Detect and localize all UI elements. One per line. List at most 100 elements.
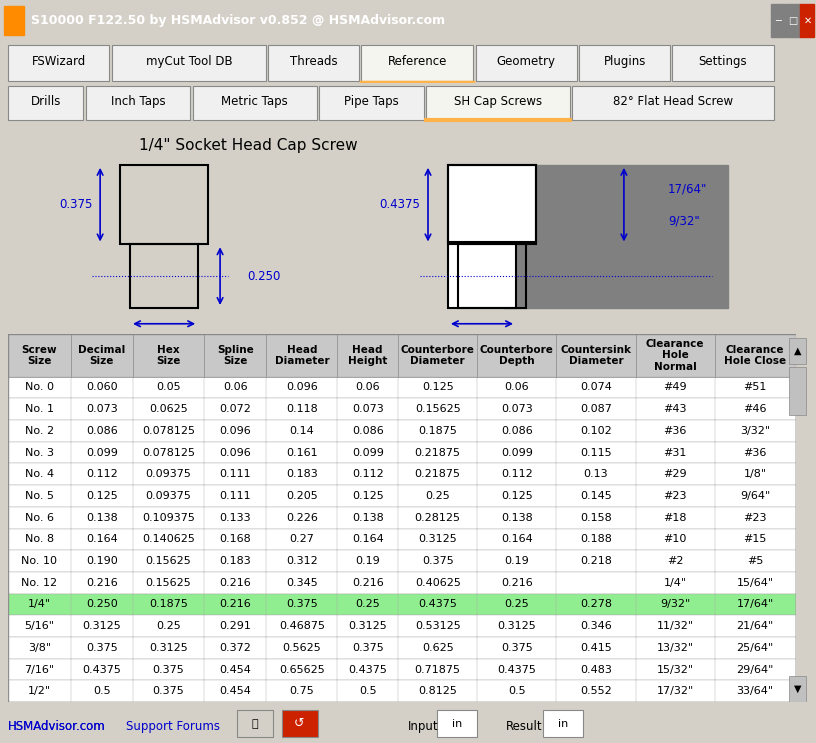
Text: 0.112: 0.112 xyxy=(86,470,118,479)
Text: 0.125: 0.125 xyxy=(86,491,118,501)
Text: 0.1875: 0.1875 xyxy=(149,600,188,609)
Text: 0.0625: 0.0625 xyxy=(149,404,188,414)
Text: 🌐: 🌐 xyxy=(251,718,258,729)
FancyBboxPatch shape xyxy=(193,86,317,120)
Bar xyxy=(789,676,805,702)
Text: 17/64": 17/64" xyxy=(668,182,707,195)
Text: 0.25: 0.25 xyxy=(156,621,181,632)
Text: 0.06: 0.06 xyxy=(223,383,247,392)
Text: Metric Taps: Metric Taps xyxy=(221,95,288,108)
Text: □: □ xyxy=(788,16,797,26)
Text: S10000 F122.50 by HSMAdvisor v0.852 @ HSMAdvisor.com: S10000 F122.50 by HSMAdvisor v0.852 @ HS… xyxy=(31,14,446,27)
FancyBboxPatch shape xyxy=(86,86,190,120)
Bar xyxy=(789,368,805,415)
Text: No. 5: No. 5 xyxy=(25,491,54,501)
Text: 0.164: 0.164 xyxy=(86,534,118,545)
Text: SH Cap Screws: SH Cap Screws xyxy=(454,95,542,108)
Text: #46: #46 xyxy=(743,404,767,414)
Text: 0.3125: 0.3125 xyxy=(149,643,188,653)
Text: 0.375: 0.375 xyxy=(153,664,184,675)
Text: Hex
Size: Hex Size xyxy=(157,345,181,366)
Text: 7/16": 7/16" xyxy=(24,664,55,675)
Text: FSWizard: FSWizard xyxy=(32,55,86,68)
Text: 13/32": 13/32" xyxy=(657,643,694,653)
Text: No. 0: No. 0 xyxy=(25,383,54,392)
Text: 0.250: 0.250 xyxy=(86,600,118,609)
Text: No. 1: No. 1 xyxy=(25,404,54,414)
Text: Pipe Taps: Pipe Taps xyxy=(344,95,399,108)
Text: 0.06: 0.06 xyxy=(504,383,530,392)
Text: 0.06: 0.06 xyxy=(356,383,380,392)
Text: 0.218: 0.218 xyxy=(580,556,612,566)
FancyBboxPatch shape xyxy=(268,45,359,81)
Bar xyxy=(8,551,796,572)
Text: 29/64": 29/64" xyxy=(737,664,774,675)
Text: 0.087: 0.087 xyxy=(580,404,612,414)
Text: 0.345: 0.345 xyxy=(286,578,317,588)
Text: 9/64": 9/64" xyxy=(740,491,770,501)
Text: 0.15625: 0.15625 xyxy=(415,404,460,414)
Text: 0.145: 0.145 xyxy=(580,491,612,501)
Text: 9/32": 9/32" xyxy=(668,214,699,227)
Bar xyxy=(8,442,796,464)
Text: 0.109375: 0.109375 xyxy=(142,513,195,522)
Text: 0.161: 0.161 xyxy=(286,447,317,458)
Text: 0.46875: 0.46875 xyxy=(279,621,325,632)
Text: 3/32": 3/32" xyxy=(740,426,770,436)
Text: Settings: Settings xyxy=(698,55,747,68)
Text: 0.125: 0.125 xyxy=(422,383,454,392)
FancyBboxPatch shape xyxy=(8,45,109,81)
Text: #18: #18 xyxy=(663,513,687,522)
Text: Result: Result xyxy=(506,720,543,733)
Text: 0.102: 0.102 xyxy=(580,426,612,436)
Text: 1/8": 1/8" xyxy=(743,470,767,479)
Text: 0.216: 0.216 xyxy=(220,578,251,588)
Text: ↺: ↺ xyxy=(295,717,304,730)
Text: 0.312: 0.312 xyxy=(286,556,317,566)
Bar xyxy=(8,464,796,485)
Text: 0.375: 0.375 xyxy=(286,600,317,609)
Text: 0.291: 0.291 xyxy=(220,621,251,632)
FancyBboxPatch shape xyxy=(672,45,774,81)
Text: 0.8125: 0.8125 xyxy=(419,687,457,696)
Text: 0.111: 0.111 xyxy=(220,470,251,479)
Bar xyxy=(8,528,796,551)
Text: 0.164: 0.164 xyxy=(501,534,533,545)
Bar xyxy=(448,165,536,244)
Text: 0.168: 0.168 xyxy=(220,534,251,545)
Text: 0.372: 0.372 xyxy=(220,643,251,653)
Text: 0.375: 0.375 xyxy=(501,643,533,653)
Text: 0.625: 0.625 xyxy=(422,643,454,653)
Text: in: in xyxy=(452,718,462,729)
Text: #2: #2 xyxy=(667,556,684,566)
Text: 25/64": 25/64" xyxy=(737,643,774,653)
Bar xyxy=(8,681,796,702)
Text: 0.5: 0.5 xyxy=(359,687,376,696)
Text: 0.072: 0.072 xyxy=(220,404,251,414)
Text: 0.183: 0.183 xyxy=(286,470,317,479)
Text: 0.25: 0.25 xyxy=(355,600,380,609)
Text: 0.140625: 0.140625 xyxy=(142,534,195,545)
Bar xyxy=(8,334,796,377)
Text: 0.25: 0.25 xyxy=(425,491,450,501)
Text: #43: #43 xyxy=(663,404,687,414)
Text: Counterbore
Depth: Counterbore Depth xyxy=(480,345,554,366)
Text: 0.118: 0.118 xyxy=(286,404,317,414)
Bar xyxy=(8,615,796,637)
Text: ─: ─ xyxy=(775,16,781,26)
Text: ▲: ▲ xyxy=(794,346,801,356)
FancyBboxPatch shape xyxy=(112,45,266,81)
Text: 0.078125: 0.078125 xyxy=(142,426,195,436)
Bar xyxy=(8,594,796,615)
Bar xyxy=(786,4,800,37)
Text: 21/64": 21/64" xyxy=(737,621,774,632)
Text: in: in xyxy=(558,718,568,729)
FancyBboxPatch shape xyxy=(8,86,83,120)
Text: Spline
Size: Spline Size xyxy=(217,345,254,366)
Text: Countersink
Diameter: Countersink Diameter xyxy=(561,345,632,366)
Text: 0.53125: 0.53125 xyxy=(415,621,460,632)
Text: 0.27: 0.27 xyxy=(290,534,314,545)
Text: Clearance
Hole Close: Clearance Hole Close xyxy=(724,345,787,366)
Text: Counterbore
Diameter: Counterbore Diameter xyxy=(401,345,475,366)
Text: 0.096: 0.096 xyxy=(220,426,251,436)
